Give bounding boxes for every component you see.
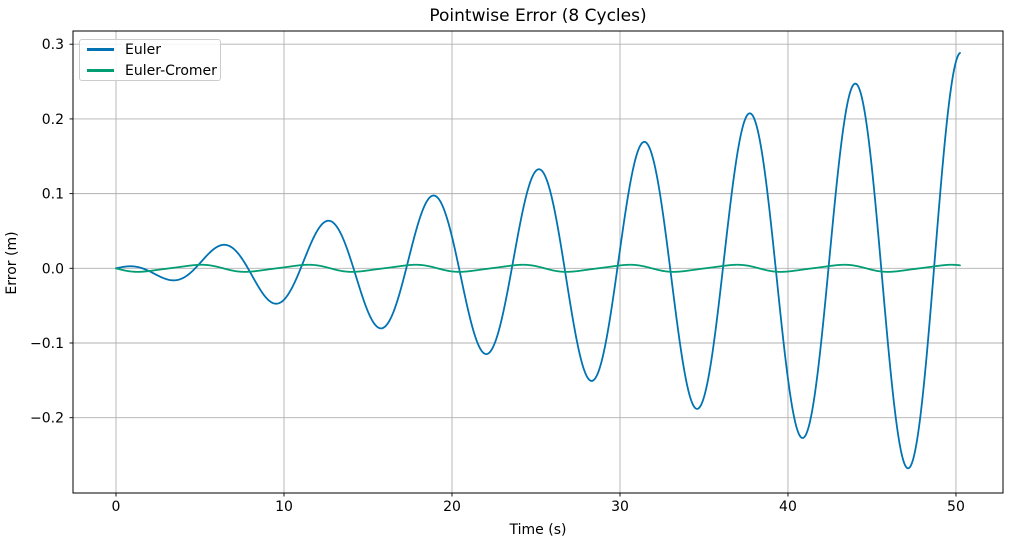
- legend-item-euler: Euler: [87, 42, 220, 58]
- euler-cromer-curve: [115, 263, 961, 273]
- legend: Euler Euler-Cromer: [79, 39, 221, 81]
- x-tick-label: 0: [112, 499, 121, 515]
- x-tick-label: 30: [611, 499, 629, 515]
- axes-spines: [72, 30, 1004, 494]
- y-axis-label: Error (m): [4, 231, 20, 295]
- legend-label-euler: Euler: [125, 41, 161, 58]
- y-tick-label: −0.1: [30, 336, 64, 352]
- chart-title: Pointwise Error (8 Cycles): [429, 6, 647, 26]
- x-tick-label: 40: [779, 499, 797, 515]
- y-tick-label: 0.0: [42, 261, 64, 277]
- y-tick-label: 0.1: [42, 187, 64, 203]
- y-tick-label: 0.2: [42, 112, 64, 128]
- x-tick-label: 20: [443, 499, 461, 515]
- euler-curve: [115, 52, 961, 470]
- euler-line-swatch: [87, 48, 114, 51]
- legend-item-euler-cromer: Euler-Cromer: [87, 63, 220, 79]
- y-tick-label: 0.3: [42, 37, 64, 53]
- x-tick-label: 50: [947, 499, 965, 515]
- x-axis-label: Time (s): [509, 522, 567, 538]
- y-tick-label: −0.2: [30, 411, 64, 427]
- x-tick-label: 10: [275, 499, 293, 515]
- euler-cromer-line-swatch: [87, 69, 114, 72]
- legend-label-euler-cromer: Euler-Cromer: [125, 62, 217, 79]
